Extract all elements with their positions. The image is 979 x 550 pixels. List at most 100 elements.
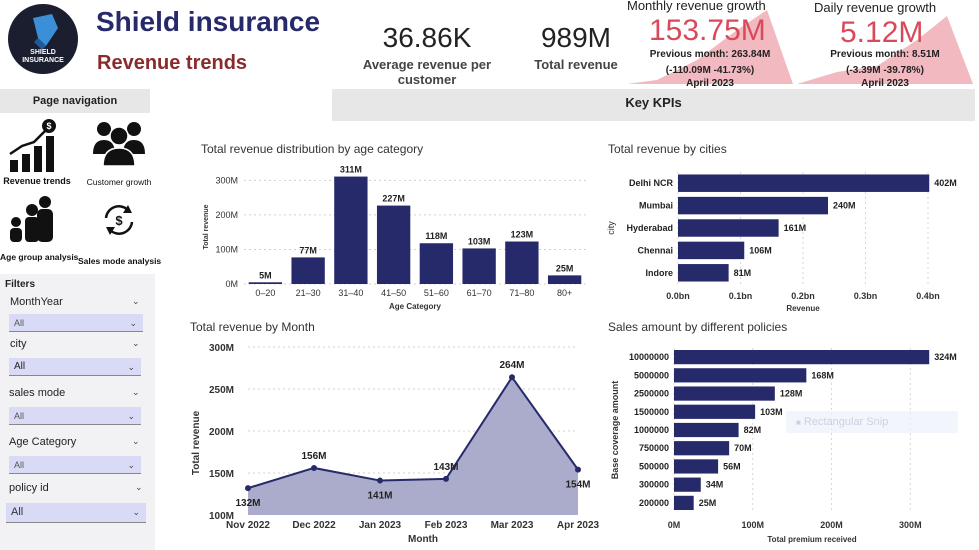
daily-growth-period: April 2023 — [861, 78, 909, 89]
data-label: 240M — [833, 201, 856, 211]
data-label: 128M — [780, 389, 803, 399]
filter-sales-mode-value: All — [14, 411, 25, 421]
data-label: 324M — [934, 352, 957, 362]
monthly-growth-value: 153.75M — [649, 14, 766, 47]
data-label: 103M — [468, 236, 491, 246]
y-axis-label: Total revenue — [191, 410, 202, 475]
bar — [678, 241, 745, 260]
data-label: 34M — [706, 480, 724, 490]
data-label: 81M — [734, 268, 752, 278]
x-tick-label: 41–50 — [381, 288, 406, 298]
filter-policy-id-select[interactable]: All ⌄ — [6, 503, 146, 523]
bar — [419, 243, 454, 284]
filter-city-select[interactable]: All ⌄ — [9, 358, 141, 376]
y-tick-label: 200000 — [639, 498, 669, 508]
bar — [674, 459, 719, 474]
filter-sales-mode-select[interactable]: All ⌄ — [9, 407, 141, 425]
x-tick-label: 61–70 — [467, 288, 492, 298]
nav-customer-growth[interactable]: Customer growth — [80, 116, 158, 188]
chevron-down-icon[interactable]: ⌄ — [132, 436, 140, 446]
bar — [291, 257, 325, 284]
monthly-growth-card: Monthly revenue growth 153.75M Previous … — [627, 0, 793, 89]
y-tick-label: 1000000 — [634, 425, 669, 435]
total-revenue-value: 989M — [540, 22, 612, 53]
avg-revenue-label: Average revenue per customer — [362, 57, 492, 87]
y-tick-label: 250M — [209, 385, 234, 396]
x-tick-label: 0–20 — [255, 288, 275, 298]
page-subtitle: Revenue trends — [97, 52, 248, 74]
bar — [505, 241, 539, 284]
y-tick-label: 150M — [209, 469, 234, 480]
snip-label: Rectangular Snip — [803, 416, 889, 428]
monthly-growth-title: Monthly revenue growth — [627, 0, 766, 13]
chevron-down-icon: ⌄ — [132, 507, 140, 517]
data-label: 25M — [699, 498, 717, 508]
filter-label-policy-id: policy id — [9, 482, 49, 494]
data-label: 77M — [299, 245, 317, 255]
data-label: 123M — [511, 230, 534, 240]
y-tick-label: Indore — [645, 268, 673, 278]
x-tick-label: Jan 2023 — [359, 520, 402, 531]
nav-revenue-trends[interactable]: $ Revenue trends — [2, 118, 72, 190]
y-tick-label: 0M — [225, 279, 238, 289]
data-label: 5M — [259, 270, 272, 280]
area-fill — [248, 377, 578, 515]
x-tick-label: 51–60 — [424, 288, 449, 298]
currency-cycle-icon: $ — [104, 205, 134, 235]
filter-label-sales-mode: sales mode — [9, 387, 66, 399]
daily-growth-value: 5.12M — [840, 16, 924, 49]
y-tick-label: 2500000 — [634, 389, 669, 399]
data-label: 56M — [723, 461, 741, 471]
bar — [674, 495, 694, 510]
filter-monthyear-select[interactable]: All ⌄ — [9, 314, 143, 332]
policies-chart-title: Sales amount by different policies — [608, 320, 788, 334]
bar — [678, 264, 729, 282]
brand-title: Shield insurance — [96, 6, 321, 37]
chevron-down-icon[interactable]: ⌄ — [132, 387, 140, 397]
chevron-down-icon[interactable]: ⌄ — [135, 482, 143, 492]
month-chart-title: Total revenue by Month — [190, 320, 315, 334]
shield-logo: SHIELD INSURANCE — [8, 4, 78, 74]
x-tick-label: 80+ — [557, 288, 572, 298]
filter-city-value: All — [14, 361, 26, 372]
data-label: 70M — [734, 443, 752, 453]
data-label: 103M — [760, 407, 783, 417]
nav-sales-mode-analysis[interactable]: $ Sales mode analysis — [78, 196, 162, 268]
data-label: 227M — [382, 194, 405, 204]
monthly-growth-period: April 2023 — [686, 78, 734, 89]
y-tick-label: 200M — [215, 210, 238, 220]
bar — [674, 350, 930, 365]
x-tick-label: Dec 2022 — [292, 520, 336, 531]
chevron-down-icon: ⌄ — [127, 411, 135, 421]
bar — [678, 174, 930, 192]
chevron-down-icon[interactable]: ⌄ — [132, 338, 140, 348]
data-label: 141M — [367, 491, 392, 502]
x-tick-label: Mar 2023 — [491, 520, 534, 531]
avg-revenue-value: 36.86K — [382, 22, 472, 53]
nav-sales-mode-label: Sales mode analysis — [78, 256, 162, 266]
data-label: 25M — [556, 263, 574, 273]
age-chart-title: Total revenue distribution by age catego… — [201, 142, 424, 156]
data-label: 264M — [499, 360, 524, 371]
key-kpis-band: Key KPIs — [332, 89, 975, 121]
y-tick-label: 1500000 — [634, 407, 669, 417]
monthly-growth-previous: Previous month: 263.84M — [649, 49, 771, 60]
daily-growth-title: Daily revenue growth — [814, 0, 937, 15]
data-label: 311M — [340, 165, 362, 175]
daily-growth-card: Daily revenue growth 5.12M Previous mont… — [797, 0, 973, 89]
logo-text-1: SHIELD — [30, 49, 56, 56]
policies-sales-chart: 0M 100M 200M 300M 10000000 324M 5000000 168M 250… — [610, 348, 957, 544]
data-point — [575, 466, 581, 473]
nav-age-group-analysis[interactable]: Age group analysis — [0, 194, 78, 266]
chevron-down-icon[interactable]: ⌄ — [132, 296, 140, 306]
nav-age-group-label: Age group analysis — [0, 252, 79, 262]
y-tick-label: Chennai — [637, 245, 673, 255]
y-axis-label: Base coverage amount — [610, 381, 620, 480]
x-tick-label: 0M — [668, 520, 681, 530]
y-tick-label: 300000 — [639, 480, 669, 490]
filter-age-category-select[interactable]: All ⌄ — [9, 456, 141, 474]
y-tick-label: 100M — [215, 244, 238, 254]
nav-customer-growth-label: Customer growth — [86, 177, 152, 187]
filter-policy-id-value: All — [11, 506, 24, 518]
series-line — [247, 375, 579, 490]
